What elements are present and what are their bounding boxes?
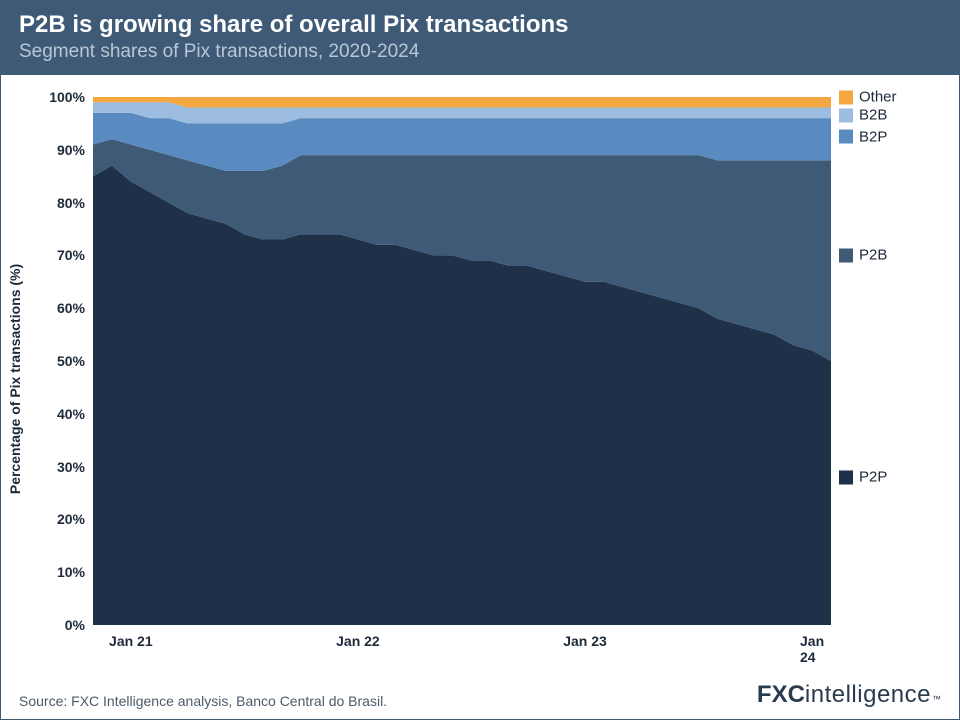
legend: OtherB2BB2PP2BP2P bbox=[831, 97, 931, 625]
legend-swatch bbox=[839, 108, 853, 122]
y-tick-label: 70% bbox=[57, 247, 93, 263]
y-tick-label: 50% bbox=[57, 353, 93, 369]
brand-tm: ™ bbox=[932, 694, 941, 704]
y-tick-label: 30% bbox=[57, 459, 93, 475]
y-tick-label: 40% bbox=[57, 406, 93, 422]
y-tick-label: 80% bbox=[57, 195, 93, 211]
y-axis-label: Percentage of Pix transactions (%) bbox=[7, 264, 23, 494]
legend-item-p2p: P2P bbox=[839, 469, 887, 486]
chart-area: Percentage of Pix transactions (%) Other… bbox=[19, 87, 941, 671]
y-tick-label: 10% bbox=[57, 564, 93, 580]
brand-intel: intelligence bbox=[805, 681, 931, 709]
header: P2B is growing share of overall Pix tran… bbox=[1, 1, 959, 75]
plot-wrap: Percentage of Pix transactions (%) Other… bbox=[1, 75, 959, 677]
legend-item-b2p: B2P bbox=[839, 128, 887, 145]
legend-label: Other bbox=[859, 89, 897, 106]
footer: Source: FXC Intelligence analysis, Banco… bbox=[1, 677, 959, 719]
y-tick-label: 100% bbox=[49, 89, 93, 105]
stacked-area-svg bbox=[93, 97, 831, 625]
legend-label: B2P bbox=[859, 128, 887, 145]
legend-item-b2b: B2B bbox=[839, 107, 887, 124]
legend-item-p2b: P2B bbox=[839, 247, 887, 264]
legend-label: P2B bbox=[859, 247, 887, 264]
legend-label: P2P bbox=[859, 469, 887, 486]
chart-title: P2B is growing share of overall Pix tran… bbox=[19, 11, 941, 39]
y-tick-label: 60% bbox=[57, 300, 93, 316]
brand-fxc: FXC bbox=[757, 681, 805, 709]
chart-subtitle: Segment shares of Pix transactions, 2020… bbox=[19, 41, 941, 63]
area-other bbox=[93, 97, 831, 108]
legend-label: B2B bbox=[859, 107, 887, 124]
y-tick-label: 90% bbox=[57, 142, 93, 158]
x-tick-label: Jan 21 bbox=[109, 625, 153, 649]
plot: OtherB2BB2PP2BP2P 0%10%20%30%40%50%60%70… bbox=[93, 97, 831, 625]
legend-swatch bbox=[839, 130, 853, 144]
y-tick-label: 0% bbox=[65, 617, 93, 633]
legend-swatch bbox=[839, 470, 853, 484]
x-tick-label: Jan 24 bbox=[800, 625, 824, 665]
chart-frame: P2B is growing share of overall Pix tran… bbox=[0, 0, 960, 720]
legend-item-other: Other bbox=[839, 89, 897, 106]
x-tick-label: Jan 22 bbox=[336, 625, 380, 649]
y-tick-label: 20% bbox=[57, 511, 93, 527]
x-tick-label: Jan 23 bbox=[563, 625, 607, 649]
legend-swatch bbox=[839, 90, 853, 104]
legend-swatch bbox=[839, 248, 853, 262]
source-text: Source: FXC Intelligence analysis, Banco… bbox=[19, 693, 387, 709]
brand-logo: FXCintelligence™ bbox=[757, 681, 941, 709]
